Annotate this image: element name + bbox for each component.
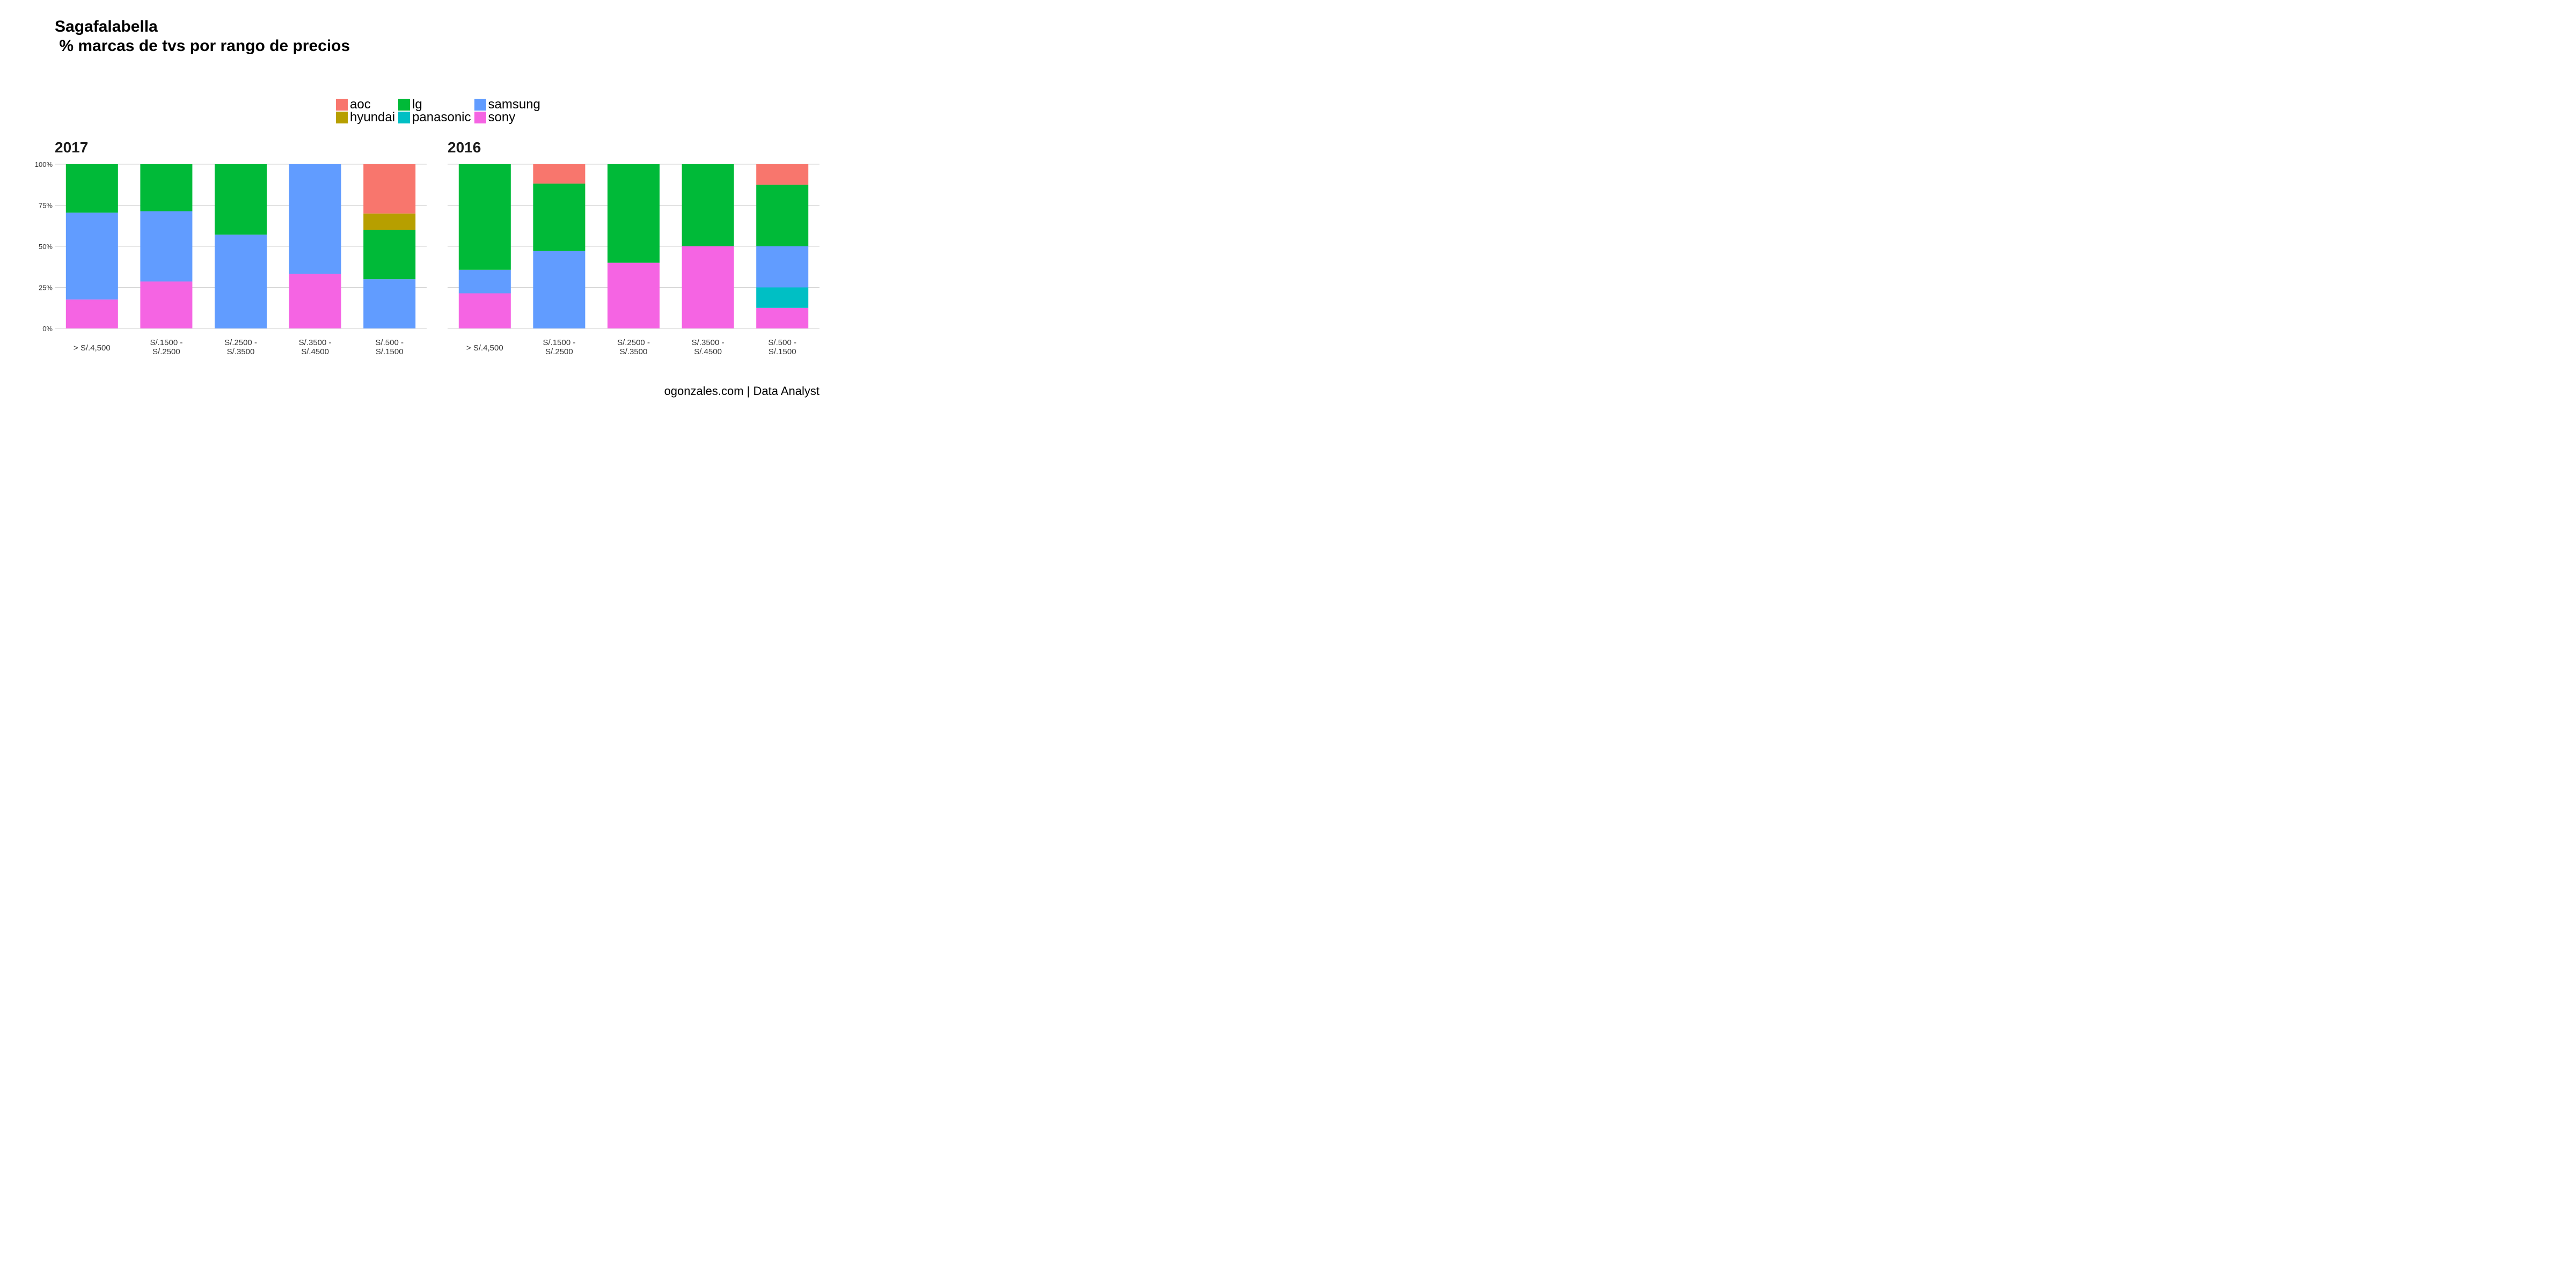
y-tick-label: 25% bbox=[39, 284, 53, 292]
bar-samsung-s-1500-s-2500 bbox=[140, 211, 193, 282]
bar-lg-s-2500-s-3500 bbox=[607, 164, 660, 263]
panel-2016: 2016 > S/.4,500 S/.1500 -S/.2500 S/.2500 -S… bbox=[448, 139, 819, 356]
bar-lg-s-3500-s-4500 bbox=[682, 164, 734, 246]
caption: ogonzales.com | Data Analyst bbox=[664, 384, 819, 398]
bar-aoc-s-500-s-1500 bbox=[363, 164, 416, 214]
x-tick-label: > S/.4,500 bbox=[74, 343, 111, 353]
legend-item-panasonic: panasonic bbox=[398, 110, 472, 125]
bar-sony-s-1500-s-2500 bbox=[140, 281, 193, 328]
legend-key-samsung bbox=[474, 99, 486, 111]
bar-lg-s-1500-s-2500 bbox=[533, 184, 586, 251]
bar-aoc-s-500-s-1500 bbox=[756, 164, 809, 185]
legend-item-sony: sony bbox=[474, 110, 541, 125]
x-tick-label: S/.500 -S/.1500 bbox=[375, 338, 404, 356]
x-tick-label: S/.2500 -S/.3500 bbox=[617, 338, 650, 356]
bar-sony-s-2500-s-3500 bbox=[607, 262, 660, 328]
legend-label-samsung: samsung bbox=[488, 97, 540, 112]
x-tick-label: > S/.4,500 bbox=[466, 343, 503, 353]
y-tick-label: 100% bbox=[35, 160, 53, 169]
legend-label-panasonic: panasonic bbox=[412, 110, 471, 125]
bar-samsung-s-500-s-1500 bbox=[756, 246, 809, 288]
x-tick-label: S/.500 -S/.1500 bbox=[768, 338, 796, 356]
bar-lg-s-2500-s-3500 bbox=[214, 164, 267, 235]
legend-label-sony: sony bbox=[488, 110, 516, 125]
y-tick-label: 50% bbox=[39, 243, 53, 251]
y-tick-label: 0% bbox=[42, 325, 53, 333]
legend-key-hyundai bbox=[336, 112, 348, 123]
charts-canvas: 2017 0% 25% 50% 75% 100% > S/.4,500 S/.1500 -S/… bbox=[35, 139, 819, 356]
title-line-2: % marcas de tvs por rango de precios bbox=[55, 37, 350, 55]
bar-sony-s-3500-s-4500 bbox=[682, 246, 734, 328]
legend-key-lg bbox=[398, 99, 411, 111]
legend-label-aoc: aoc bbox=[350, 97, 371, 112]
chart-title: Sagafalabella % marcas de tvs por rango … bbox=[55, 17, 350, 56]
bar-hyundai-s-500-s-1500 bbox=[363, 213, 416, 230]
y-tick-label: 75% bbox=[39, 202, 53, 210]
x-tick-label: S/.3500 -S/.4500 bbox=[299, 338, 332, 356]
x-tick-label: S/.3500 -S/.4500 bbox=[692, 338, 724, 356]
panel-title-2017: 2017 bbox=[55, 139, 88, 156]
bar-sony-s-4-500 bbox=[458, 293, 511, 328]
bar-samsung-s-3500-s-4500 bbox=[289, 164, 341, 274]
bar-samsung-s-2500-s-3500 bbox=[214, 235, 267, 328]
legend-item-lg: lg bbox=[398, 97, 472, 112]
bar-samsung-s-1500-s-2500 bbox=[533, 251, 586, 328]
x-tick-label: S/.2500 -S/.3500 bbox=[224, 338, 257, 356]
legend-item-samsung: samsung bbox=[474, 97, 541, 112]
legend-key-sony bbox=[474, 112, 486, 123]
x-tick-label: S/.1500 -S/.2500 bbox=[150, 338, 182, 356]
bar-sony-s-500-s-1500 bbox=[756, 308, 809, 328]
legend-key-panasonic bbox=[398, 112, 411, 123]
bar-lg-s-4-500 bbox=[65, 164, 118, 213]
panel-title-2016: 2016 bbox=[448, 139, 481, 156]
legend-item-hyundai: hyundai bbox=[336, 110, 396, 125]
legend: aoc lg samsung hyundai panasonic sony bbox=[336, 97, 541, 125]
bar-sony-s-3500-s-4500 bbox=[289, 274, 341, 328]
legend-label-lg: lg bbox=[412, 97, 422, 112]
bar-samsung-s-4-500 bbox=[65, 213, 118, 300]
bar-lg-s-4-500 bbox=[458, 164, 511, 270]
bar-lg-s-500-s-1500 bbox=[363, 230, 416, 280]
bar-samsung-s-4-500 bbox=[458, 269, 511, 294]
bar-panasonic-s-500-s-1500 bbox=[756, 287, 809, 308]
legend-label-hyundai: hyundai bbox=[350, 110, 396, 125]
bar-samsung-s-500-s-1500 bbox=[363, 279, 416, 328]
bar-sony-s-4-500 bbox=[65, 299, 118, 328]
x-tick-label: S/.1500 -S/.2500 bbox=[543, 338, 575, 356]
panel-2017: 2017 0% 25% 50% 75% 100% > S/.4,500 S/.1500 -S/… bbox=[35, 139, 427, 356]
bar-aoc-s-1500-s-2500 bbox=[533, 164, 586, 184]
legend-item-aoc: aoc bbox=[336, 97, 396, 112]
bar-lg-s-500-s-1500 bbox=[756, 185, 809, 246]
legend-key-aoc bbox=[336, 99, 348, 111]
bar-lg-s-1500-s-2500 bbox=[140, 164, 193, 211]
title-line-1: Sagafalabella bbox=[55, 18, 158, 35]
